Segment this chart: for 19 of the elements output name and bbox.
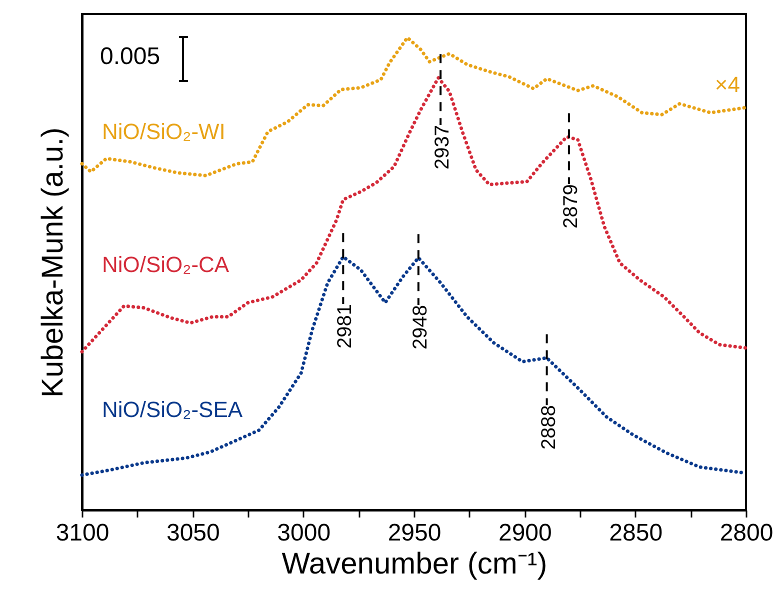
x-tick-label: 3050 [166, 520, 220, 546]
series-label: NiO/SiO₂-CA [102, 252, 230, 277]
x-tick-label: 3000 [277, 520, 331, 546]
x-axis-title: Wavenumber (cm⁻¹) [282, 548, 548, 580]
annotation: 2879 [560, 184, 582, 229]
annotation: 2888 [538, 405, 560, 450]
x-tick-label: 3100 [56, 520, 110, 546]
y-axis-title: Kubelka-Munk (a.u.) [36, 127, 70, 398]
series-label: NiO/SiO₂-SEA [102, 397, 243, 422]
x-tick-label: 2900 [498, 520, 552, 546]
annotation: 0.005 [100, 43, 160, 70]
annotation: 2937 [432, 125, 454, 170]
x-tick-label: 2850 [609, 520, 663, 546]
annotation: ×4 [714, 72, 740, 97]
series-label: NiO/SiO₂-WI [102, 119, 226, 144]
x-tick-label: 2950 [388, 520, 442, 546]
annotation: 2948 [409, 304, 432, 350]
x-tick-label: 2800 [720, 520, 774, 546]
annotation: 2981 [334, 304, 356, 349]
